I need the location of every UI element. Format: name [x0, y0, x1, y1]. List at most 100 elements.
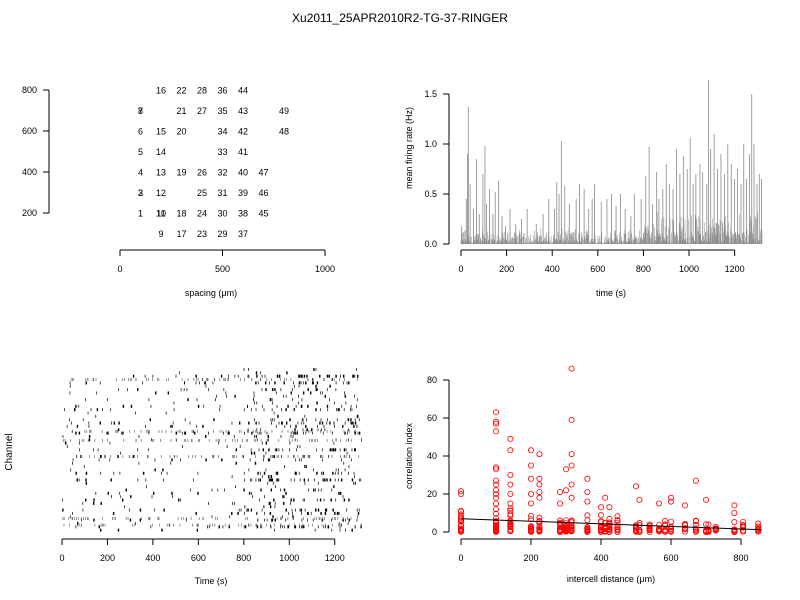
corr-point: [492, 418, 499, 425]
corr-point: [492, 515, 499, 522]
electrode-label: 4: [138, 168, 143, 178]
corr-point: [492, 481, 499, 488]
electrode-label: 5: [138, 147, 143, 157]
electrode-label: 35: [217, 106, 227, 116]
corr-point: [536, 494, 543, 501]
corr-point: [602, 525, 609, 532]
corr-point: [507, 505, 514, 512]
electrode-label: 38: [238, 209, 248, 219]
electrode-label: 41: [238, 147, 248, 157]
corr-point: [507, 435, 514, 442]
corr-point: [656, 521, 663, 528]
rate-bars: [460, 80, 763, 244]
corr-point: [528, 462, 535, 469]
corr-point: [703, 496, 710, 503]
corr-point: [492, 477, 499, 484]
electrode-label: 39: [238, 188, 248, 198]
y-tick-label: 800: [22, 85, 37, 95]
corr-point: [528, 528, 535, 535]
corr-point: [568, 365, 575, 372]
rate-axes: 0 200 400 600 800 1000 1200 0.0 0.5 1.0 1.5: [424, 89, 744, 274]
layout-xlabel: spacing (μm): [185, 288, 237, 298]
corr-point: [598, 528, 605, 535]
corr-point: [528, 526, 535, 533]
corr-point: [492, 522, 499, 529]
electrode-label: 34: [217, 127, 227, 137]
corr-point: [646, 523, 653, 530]
electrode-label: 42: [238, 127, 248, 137]
corr-point: [636, 528, 643, 535]
corr-point: [731, 502, 738, 509]
corr-fit: [460, 518, 763, 531]
x-tick-label: 600: [663, 553, 678, 563]
corr-point: [662, 521, 669, 528]
corr-point: [606, 504, 613, 511]
electrode-label: 14: [156, 147, 166, 157]
corr-point: [755, 528, 762, 535]
electrode-label: 27: [197, 106, 207, 116]
rate-ylabel: mean firing rate (Hz): [404, 107, 414, 189]
electrode-label: 24: [197, 209, 207, 219]
y-tick-label: 0.0: [424, 239, 437, 249]
figure-title: Xu2011_25APR2010R2-TG-37-RINGER: [292, 11, 508, 25]
x-tick-label: 1200: [725, 264, 745, 274]
corr-point: [668, 498, 675, 505]
electrode-label: 15: [156, 127, 166, 137]
corr-point: [536, 475, 543, 482]
corr-point: [492, 428, 499, 435]
corr-point: [755, 520, 762, 527]
corr-point: [602, 519, 609, 526]
x-tick-label: 0: [458, 553, 463, 563]
corr-point: [563, 524, 570, 531]
electrode-label: 25: [197, 188, 207, 198]
electrode-label: 26: [197, 168, 207, 178]
corr-point: [598, 512, 605, 519]
corr-point: [682, 522, 689, 529]
y-tick-label: 80: [427, 375, 437, 385]
corr-point: [584, 528, 591, 535]
corr-point: [557, 489, 564, 496]
layout-axes: 0 500 1000 200 400 600 800: [22, 85, 335, 274]
corr-point: [507, 507, 514, 514]
corr-point: [557, 517, 564, 524]
corr-point: [492, 490, 499, 497]
electrode-label: 33: [217, 147, 227, 157]
corr-xlabel: intercell distance (μm): [567, 574, 655, 584]
corr-point: [606, 528, 613, 535]
corr-point: [536, 489, 543, 496]
electrode-label: 9: [158, 229, 163, 239]
corr-point: [568, 524, 575, 531]
corr-point: [668, 528, 675, 535]
corr-point: [457, 488, 464, 495]
corr-point: [614, 513, 621, 520]
corr-point: [584, 489, 591, 496]
corr-point: [568, 462, 575, 469]
y-tick-label: 0: [432, 527, 437, 537]
corr-point: [457, 513, 464, 520]
corr-point: [557, 528, 564, 535]
raster-spikes: [61, 368, 362, 532]
rate-xlabel: time (s): [596, 288, 626, 298]
electrode-label: 46: [258, 188, 268, 198]
corr-point: [507, 490, 514, 497]
x-tick-label: 600: [191, 553, 206, 563]
y-tick-label: 600: [22, 126, 37, 136]
corr-point: [492, 526, 499, 533]
electrode-label: 43: [238, 106, 248, 116]
corr-point: [682, 502, 689, 509]
x-tick-label: 800: [236, 553, 251, 563]
corr-point: [492, 506, 499, 513]
corr-point: [536, 451, 543, 458]
corr-point: [457, 490, 464, 497]
corr-point: [606, 519, 613, 526]
electrode-label: 48: [279, 127, 289, 137]
y-tick-label: 60: [427, 413, 437, 423]
electrode-label: 11: [156, 209, 165, 219]
corr-point: [731, 509, 738, 516]
x-tick-label: 0: [458, 264, 463, 274]
electrode-label: 29: [217, 229, 227, 239]
corr-point: [528, 513, 535, 520]
y-tick-label: 1.5: [424, 89, 437, 99]
corr-point: [682, 525, 689, 532]
corr-point: [633, 483, 640, 490]
